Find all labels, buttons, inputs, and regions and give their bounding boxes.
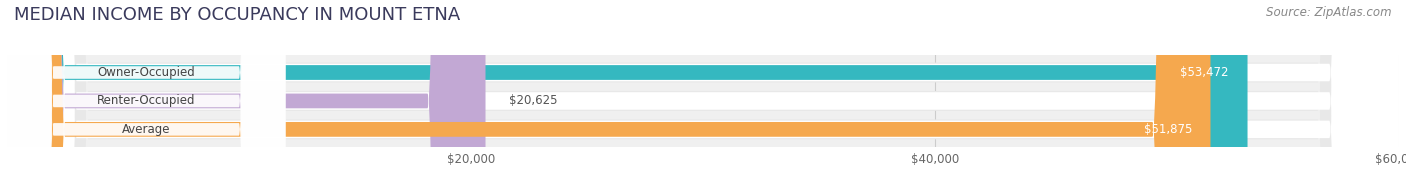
- Text: $20,625: $20,625: [509, 94, 557, 107]
- Text: MEDIAN INCOME BY OCCUPANCY IN MOUNT ETNA: MEDIAN INCOME BY OCCUPANCY IN MOUNT ETNA: [14, 6, 460, 24]
- FancyBboxPatch shape: [7, 0, 1247, 196]
- FancyBboxPatch shape: [7, 0, 285, 196]
- Text: Renter-Occupied: Renter-Occupied: [97, 94, 195, 107]
- FancyBboxPatch shape: [7, 0, 285, 196]
- FancyBboxPatch shape: [7, 0, 1399, 196]
- FancyBboxPatch shape: [7, 0, 1211, 196]
- FancyBboxPatch shape: [7, 0, 1399, 196]
- FancyBboxPatch shape: [7, 0, 285, 196]
- FancyBboxPatch shape: [7, 0, 1399, 196]
- FancyBboxPatch shape: [7, 0, 1399, 196]
- Text: $51,875: $51,875: [1143, 123, 1192, 136]
- Text: Average: Average: [122, 123, 170, 136]
- Text: Owner-Occupied: Owner-Occupied: [97, 66, 195, 79]
- Text: Source: ZipAtlas.com: Source: ZipAtlas.com: [1267, 6, 1392, 19]
- FancyBboxPatch shape: [7, 0, 1399, 196]
- FancyBboxPatch shape: [7, 0, 485, 196]
- Text: $53,472: $53,472: [1181, 66, 1229, 79]
- FancyBboxPatch shape: [7, 0, 1399, 196]
